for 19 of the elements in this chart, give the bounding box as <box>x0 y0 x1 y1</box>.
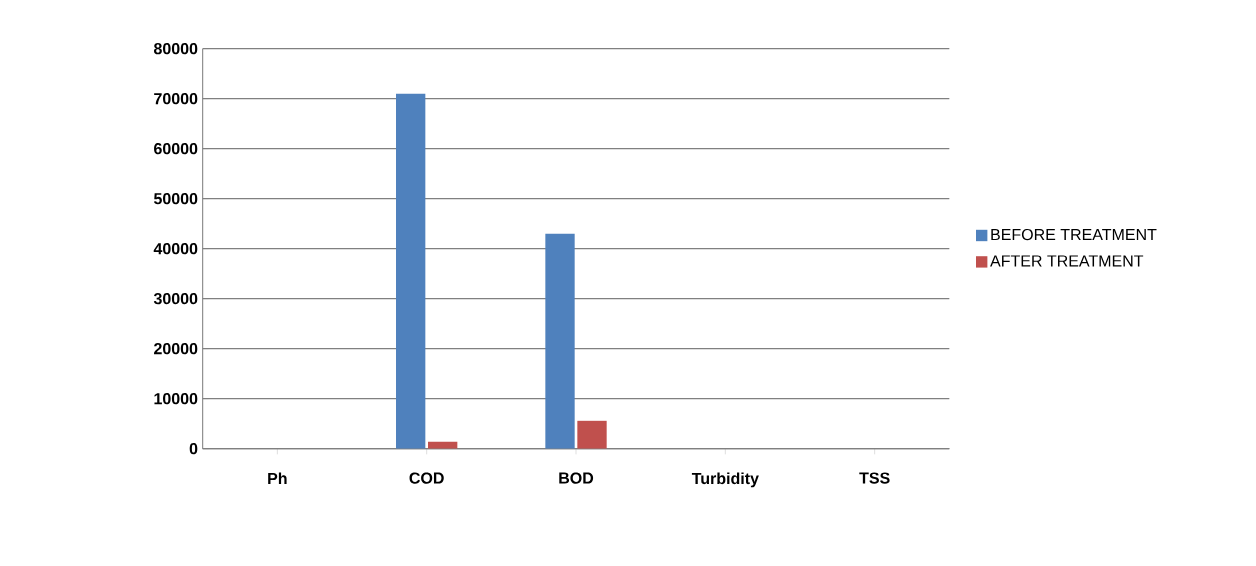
x-tick-label: Turbidity <box>691 472 759 488</box>
x-tick-label: COD <box>409 472 444 484</box>
x-tick-label: TSS <box>859 472 890 484</box>
y-tick-label: 80000 <box>153 42 198 55</box>
y-tick-label: 70000 <box>154 93 198 105</box>
bar <box>545 233 575 449</box>
x-tick-label: Ph <box>268 472 287 484</box>
y-tick-label: 30000 <box>153 292 198 305</box>
legend-label: BEFORE TREATMENT <box>991 228 1157 241</box>
y-tick-label: 0 <box>189 442 198 455</box>
bar <box>396 93 426 449</box>
y-tick-label: 10000 <box>154 392 198 405</box>
x-tick-label: BOD <box>559 472 594 484</box>
bar <box>577 420 607 449</box>
legend-label: AFTER TREATMENT <box>990 255 1144 267</box>
y-tick-label: 60000 <box>154 142 198 155</box>
y-tick-label: 40000 <box>153 242 198 255</box>
y-tick-label: 20000 <box>154 342 198 355</box>
y-tick-label: 50000 <box>153 193 198 205</box>
